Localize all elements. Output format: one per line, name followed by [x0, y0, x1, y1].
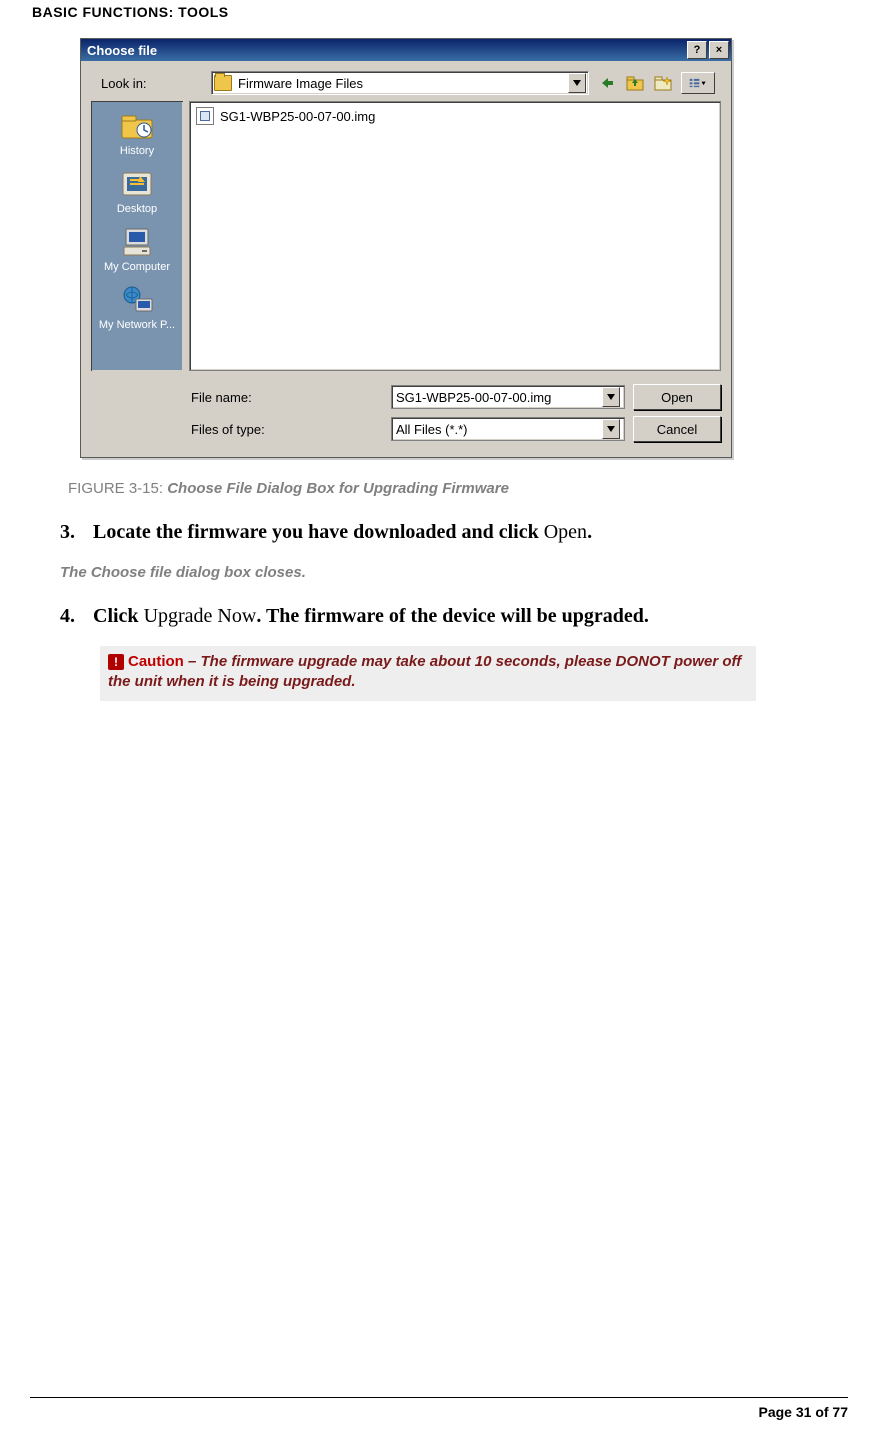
file-name-value: SG1-WBP25-00-07-00.img — [396, 390, 602, 405]
footer-rule — [30, 1397, 848, 1398]
file-list[interactable]: SG1-WBP25-00-07-00.img — [189, 101, 721, 371]
places-my-network[interactable]: My Network P... — [97, 281, 177, 337]
step-text-bold: Click — [93, 605, 144, 627]
step-3: 3. Locate the firmware you have download… — [60, 521, 848, 544]
files-of-type-value: All Files (*.*) — [396, 422, 602, 437]
file-item[interactable]: SG1-WBP25-00-07-00.img — [194, 106, 716, 126]
back-icon[interactable] — [597, 73, 617, 93]
chevron-down-icon[interactable] — [602, 419, 620, 439]
chevron-down-icon[interactable] — [568, 73, 586, 93]
cancel-button[interactable]: Cancel — [633, 416, 721, 442]
close-button[interactable]: × — [709, 41, 729, 59]
figure-prefix: FIGURE 3-15: — [68, 480, 167, 497]
step-text-bold: . The firmware of the device will be upg… — [256, 605, 649, 627]
places-my-computer[interactable]: My Computer — [97, 223, 177, 279]
places-my-network-label: My Network P... — [99, 319, 175, 331]
page-section-header: BASIC FUNCTIONS: TOOLS — [30, 0, 848, 38]
up-folder-icon[interactable] — [625, 73, 645, 93]
files-of-type-dropdown[interactable]: All Files (*.*) — [391, 417, 625, 441]
dialog-title: Choose file — [87, 43, 685, 58]
places-bar: History Desktop — [91, 101, 183, 371]
page-footer: Page 31 of 77 — [30, 1397, 848, 1420]
step-number: 3. — [60, 521, 88, 544]
caution-box: !Caution – The firmware upgrade may take… — [100, 646, 756, 701]
file-icon — [196, 107, 214, 125]
places-my-computer-label: My Computer — [104, 261, 170, 273]
caution-label: Caution — [128, 653, 184, 670]
places-history-label: History — [120, 145, 154, 157]
figure-caption: FIGURE 3-15: Choose File Dialog Box for … — [68, 480, 848, 497]
open-button[interactable]: Open — [633, 384, 721, 410]
figure-title: Choose File Dialog Box for Upgrading Fir… — [167, 480, 509, 497]
look-in-dropdown[interactable]: Firmware Image Files — [211, 71, 589, 95]
view-menu-icon[interactable] — [681, 72, 715, 94]
caution-text: – The firmware upgrade may take about 10… — [108, 653, 741, 690]
step-number: 4. — [60, 605, 88, 628]
places-desktop-label: Desktop — [117, 203, 157, 215]
look-in-value: Firmware Image Files — [238, 76, 568, 91]
step-text-bold: Locate the firmware you have downloaded … — [93, 521, 544, 543]
chevron-down-icon[interactable] — [602, 387, 620, 407]
files-of-type-label: Files of type: — [91, 422, 391, 437]
look-in-label: Look in: — [91, 76, 211, 91]
dialog-titlebar: Choose file ? × — [81, 39, 731, 61]
file-name-label: File name: — [91, 390, 391, 405]
new-folder-icon[interactable] — [653, 73, 673, 93]
file-item-label: SG1-WBP25-00-07-00.img — [220, 109, 375, 124]
network-icon — [119, 285, 155, 315]
file-name-input[interactable]: SG1-WBP25-00-07-00.img — [391, 385, 625, 409]
step-3-note: The Choose file dialog box closes. — [60, 564, 848, 581]
places-history[interactable]: History — [97, 107, 177, 163]
step-text-bold: . — [587, 521, 592, 543]
step-4: 4. Click Upgrade Now. The firmware of th… — [60, 605, 848, 628]
step-text-regular: Upgrade Now — [144, 605, 257, 627]
dialog-toolbar — [597, 72, 715, 94]
help-button[interactable]: ? — [687, 41, 707, 59]
warning-icon: ! — [108, 654, 124, 670]
desktop-icon — [119, 169, 155, 199]
step-text-regular: Open — [544, 521, 587, 543]
computer-icon — [119, 227, 155, 257]
folder-icon — [214, 75, 232, 91]
history-icon — [119, 111, 155, 141]
places-desktop[interactable]: Desktop — [97, 165, 177, 221]
choose-file-dialog: Choose file ? × Look in: Firmware Image … — [80, 38, 732, 458]
page-number: Page 31 of 77 — [30, 1404, 848, 1420]
